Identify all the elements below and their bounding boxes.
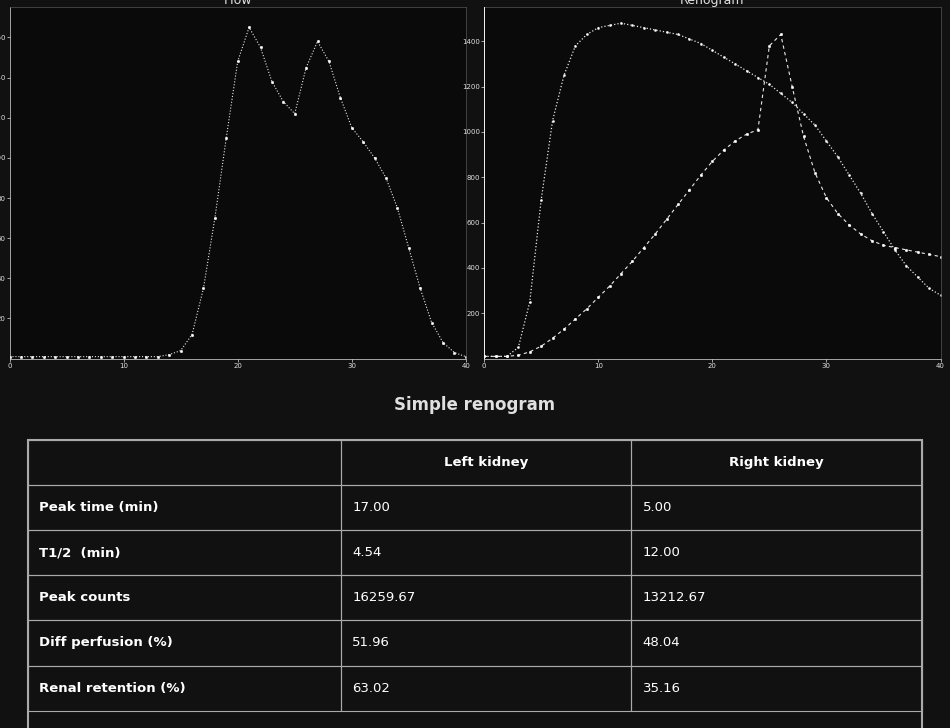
Bar [28,665,341,711]
Text: 35.16: 35.16 [642,681,680,695]
Bar [632,575,922,620]
Text: Peak counts: Peak counts [39,591,131,604]
Bar [341,485,632,530]
Text: 5.00: 5.00 [642,501,672,514]
Text: Simple renogram: Simple renogram [394,396,556,414]
Bar [341,530,632,575]
Bar [632,620,922,665]
Bar [632,485,922,530]
Title: Flow: Flow [223,0,252,7]
Text: T1/2  (min): T1/2 (min) [39,546,121,559]
Text: 12.00: 12.00 [642,546,680,559]
Bar [28,485,341,530]
Text: Renal retention (%): Renal retention (%) [39,681,186,695]
Bar [632,665,922,711]
Bar [341,665,632,711]
Bar [28,620,341,665]
Text: 51.96: 51.96 [352,636,390,649]
Text: Left kidney: Left kidney [444,456,528,469]
Bar [341,620,632,665]
Text: 63.02: 63.02 [352,681,390,695]
Text: 13212.67: 13212.67 [642,591,706,604]
Text: Right kidney: Right kidney [730,456,824,469]
Text: 17.00: 17.00 [352,501,390,514]
Bar [341,575,632,620]
Bar [28,575,341,620]
Text: 16259.67: 16259.67 [352,591,415,604]
Text: 4.54: 4.54 [352,546,382,559]
Bar [632,440,922,485]
Bar [341,440,632,485]
Text: Diff perfusion (%): Diff perfusion (%) [39,636,173,649]
Bar [632,530,922,575]
Title: Renogram: Renogram [680,0,745,7]
Bar [28,440,341,485]
Text: Peak time (min): Peak time (min) [39,501,159,514]
Text: 48.04: 48.04 [642,636,680,649]
Bar [28,530,341,575]
